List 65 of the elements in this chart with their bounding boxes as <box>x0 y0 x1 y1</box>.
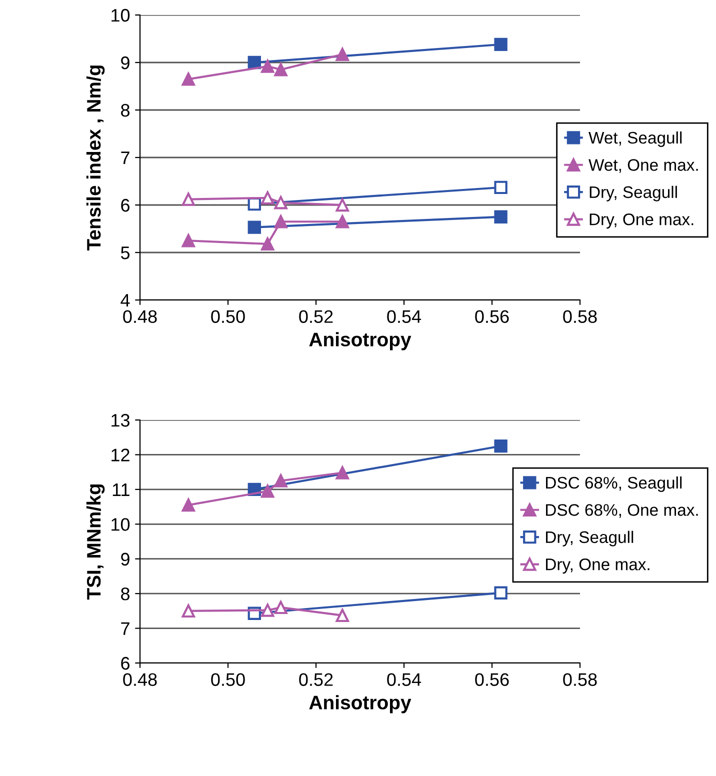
y-tick-label: 9 <box>121 56 130 70</box>
x-tick-label: 0.58 <box>563 673 597 686</box>
x-tick-label: 0.50 <box>211 673 245 686</box>
point <box>182 72 195 86</box>
y-axis-title: TSI, MNm/kg <box>86 484 105 600</box>
point <box>494 210 508 224</box>
legend-label: Dry, Seagull <box>590 186 677 202</box>
legend-label: Wet, Seagull <box>588 131 682 147</box>
y-tick-label: 8 <box>121 104 130 117</box>
point <box>261 191 274 204</box>
point <box>274 63 288 76</box>
point <box>261 484 274 498</box>
legend-label: Dry, One max. <box>546 558 650 574</box>
point <box>182 604 195 618</box>
x-tick-label: 0.52 <box>299 673 333 686</box>
x-tick-label: 0.48 <box>123 673 157 686</box>
point <box>336 215 349 228</box>
y-tick-label: 6 <box>121 656 130 670</box>
y-tick-label: 11 <box>112 484 130 496</box>
x-tick-label: 0.48 <box>123 310 157 323</box>
y-tick-label: 6 <box>121 198 130 212</box>
x-tick-label: 0.54 <box>387 673 422 686</box>
y-tick-label: 5 <box>120 246 130 260</box>
point <box>494 180 508 194</box>
point <box>336 466 349 480</box>
x-axis-title: Anisotropy <box>309 332 412 350</box>
point <box>182 234 195 248</box>
x-tick-label: 0.54 <box>387 310 422 323</box>
point <box>274 196 288 210</box>
x-tick-label: 0.56 <box>475 310 509 323</box>
y-tick-label: 7 <box>121 152 130 164</box>
y-tick-label: 13 <box>112 414 130 427</box>
point <box>494 439 508 453</box>
legend-label: DSC 68%, One max. <box>546 504 698 518</box>
y-tick-label: 12 <box>112 448 130 462</box>
point <box>182 498 195 512</box>
y-tick-label: 10 <box>112 518 130 531</box>
point <box>274 215 288 228</box>
y-tick-label: 9 <box>121 552 130 566</box>
x-tick-label: 0.58 <box>563 310 597 323</box>
point <box>494 586 508 600</box>
y-tick-label: 10 <box>112 8 130 22</box>
point <box>336 608 349 622</box>
point <box>248 220 261 234</box>
y-axis-title: Tensile index , Nm/g <box>86 66 105 251</box>
x-tick-label: 0.52 <box>299 310 333 323</box>
point <box>261 604 274 617</box>
legend-label: DSC 68%, Seagull <box>546 476 682 492</box>
legend-label: Wet, One max. <box>588 159 698 173</box>
point <box>336 48 349 62</box>
x-axis-title: Anisotropy <box>309 695 412 714</box>
point <box>274 600 288 614</box>
legend-label: Dry, Seagull <box>546 530 634 546</box>
point <box>274 474 288 488</box>
point <box>336 198 349 212</box>
y-tick-label: 7 <box>121 622 130 635</box>
legend-label: Dry, One max. <box>590 213 694 229</box>
y-tick-label: 4 <box>120 294 130 307</box>
point <box>182 192 195 206</box>
point <box>494 38 508 52</box>
x-tick-label: 0.50 <box>211 310 245 323</box>
point <box>261 237 274 251</box>
point <box>261 60 274 73</box>
x-tick-label: 0.56 <box>475 673 509 686</box>
y-tick-label: 8 <box>121 588 130 600</box>
